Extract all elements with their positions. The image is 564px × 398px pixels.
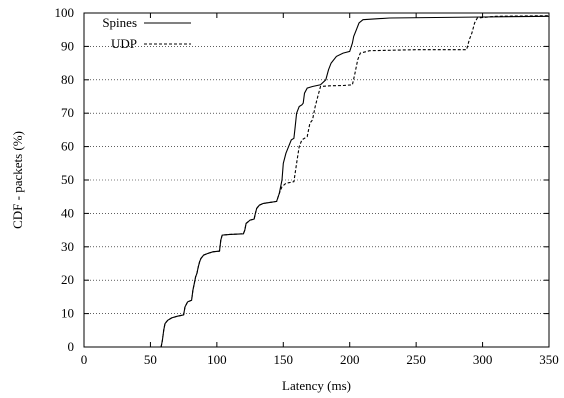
axis-ticks: 0 10 20 30 40 50 60 70 80 90 100 0 50 100 150 200 250 300… xyxy=(55,5,559,367)
x-tick-label: 50 xyxy=(144,352,157,367)
series-lines xyxy=(160,15,550,348)
y-tick-label: 10 xyxy=(61,306,74,321)
y-tick-label: 40 xyxy=(61,205,74,220)
x-tick-label: 150 xyxy=(274,352,294,367)
legend-label-udp: UDP xyxy=(111,36,137,51)
y-tick-label: 100 xyxy=(55,5,75,20)
x-tick-label: 300 xyxy=(473,352,493,367)
series-line-udp xyxy=(160,15,550,348)
y-tick-label: 20 xyxy=(61,272,74,287)
x-tick-label: 100 xyxy=(207,352,227,367)
x-tick-label: 350 xyxy=(539,352,559,367)
x-axis-label: Latency (ms) xyxy=(282,378,351,393)
y-axis-label: CDF - packets (%) xyxy=(10,131,25,229)
y-tick-label: 90 xyxy=(61,38,74,53)
y-tick-label: 50 xyxy=(61,172,74,187)
legend-label-spines: Spines xyxy=(102,15,137,30)
x-tick-label: 250 xyxy=(406,352,426,367)
y-tick-label: 70 xyxy=(61,105,74,120)
legend: Spines UDP xyxy=(102,15,191,51)
grid-lines xyxy=(84,46,549,314)
y-tick-label: 0 xyxy=(68,339,75,354)
y-tick-label: 60 xyxy=(61,139,74,154)
x-tick-label: 200 xyxy=(340,352,360,367)
x-tick-label: 0 xyxy=(81,352,88,367)
y-tick-label: 30 xyxy=(61,239,74,254)
series-line-spines xyxy=(160,15,550,348)
y-tick-label: 80 xyxy=(61,72,74,87)
